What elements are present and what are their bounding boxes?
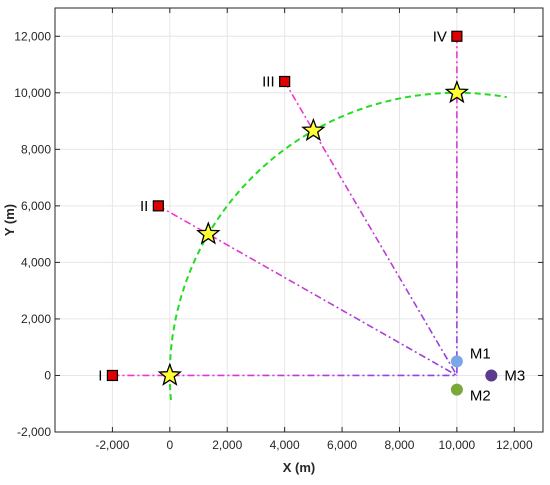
star-marker xyxy=(196,221,221,245)
receiver-label: M3 xyxy=(504,367,525,384)
star-marker xyxy=(444,79,470,104)
star-marker xyxy=(157,362,183,386)
y-tick-label: 8,000 xyxy=(21,142,51,156)
star-marker xyxy=(301,117,326,142)
y-tick-label: 10,000 xyxy=(14,86,51,100)
receiver-M2 xyxy=(450,383,463,396)
receiver-label: M2 xyxy=(470,388,491,405)
x-tick-label: -2,000 xyxy=(95,438,129,452)
x-tick-label: 2,000 xyxy=(212,438,242,452)
arc-curve xyxy=(168,91,507,401)
x-tick-label: 10,000 xyxy=(439,438,476,452)
plot-frame xyxy=(54,7,544,433)
grid-lines xyxy=(55,8,543,433)
x-tick-label: 8,000 xyxy=(384,438,414,452)
y-tick-label: 0 xyxy=(44,368,51,382)
source-III xyxy=(279,75,291,88)
source-II xyxy=(152,200,164,212)
arc-layer xyxy=(168,91,507,401)
source-label: III xyxy=(262,73,275,90)
x-axis-title: X (m) xyxy=(283,460,316,475)
y-tick-label: 6,000 xyxy=(21,199,51,213)
y-tick-label: 4,000 xyxy=(21,255,51,269)
receiver-M1 xyxy=(450,355,463,368)
source-IV xyxy=(451,30,463,42)
source-label: II xyxy=(140,198,148,215)
source-label: I xyxy=(98,367,102,384)
source-I xyxy=(106,369,119,382)
ticks: -2,000 0 2,000 4,000 6,000 8,000 10,000 12,000 -… xyxy=(14,8,543,452)
source-label: IV xyxy=(433,28,447,45)
x-tick-label: 6,000 xyxy=(327,438,357,452)
x-tick-label: 4,000 xyxy=(270,438,300,452)
x-tick-label: 12,000 xyxy=(496,438,533,452)
y-tick-label: -2,000 xyxy=(17,425,51,439)
receiver-M3 xyxy=(485,369,498,382)
ray-path-II xyxy=(157,205,458,377)
y-tick-label: 2,000 xyxy=(21,312,51,326)
receiver-label: M1 xyxy=(470,345,491,362)
y-axis-title: Y (m) xyxy=(2,204,17,236)
y-tick-label: 12,000 xyxy=(14,29,51,43)
x-tick-label: 0 xyxy=(166,438,173,452)
